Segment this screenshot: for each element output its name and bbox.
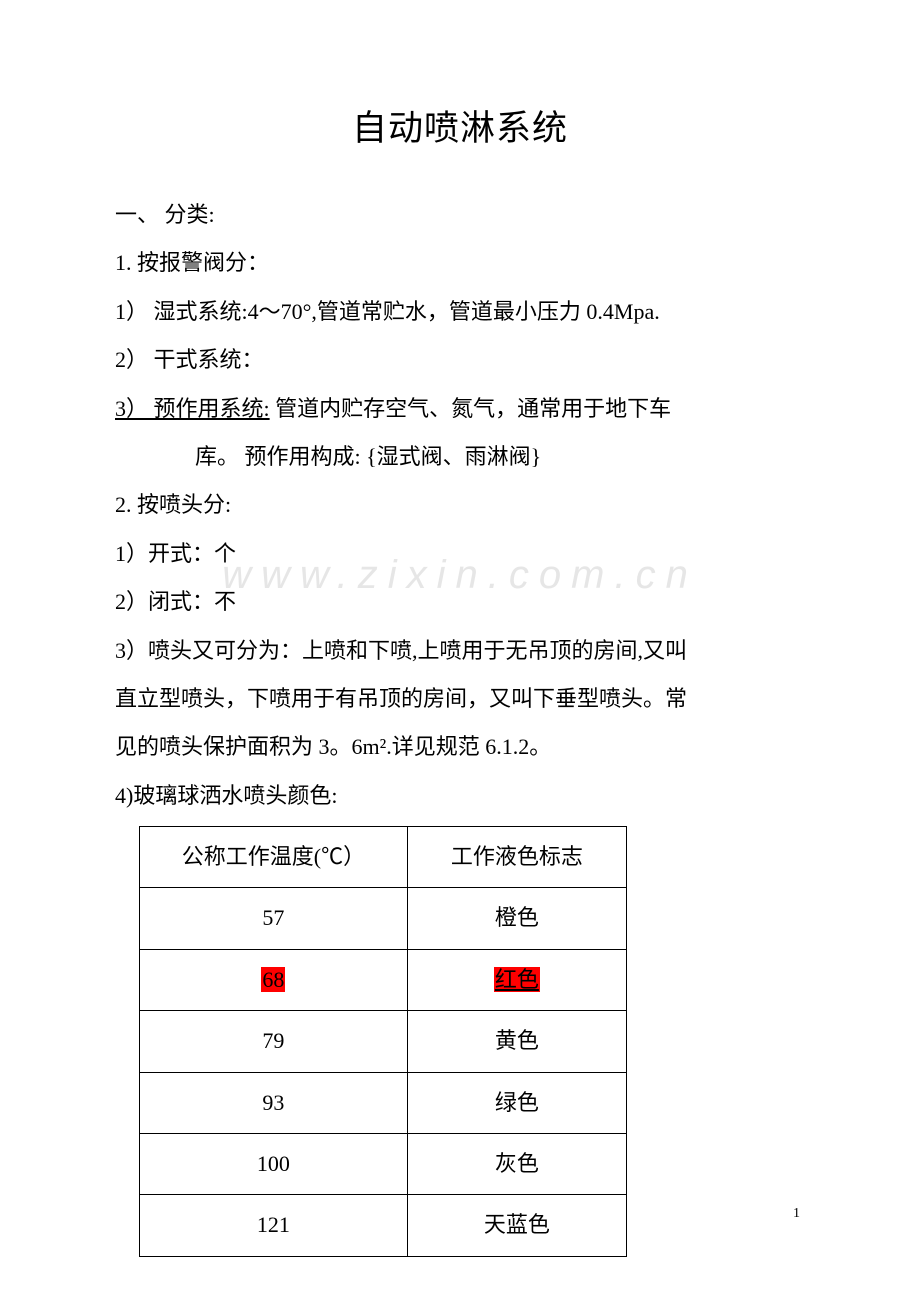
table-cell: 79 [140, 1011, 408, 1072]
table-cell: 100 [140, 1134, 408, 1195]
table-header-cell: 公称工作温度(℃） [140, 827, 408, 888]
section-heading: 一、 分类: [115, 191, 805, 239]
underlined-text: 3） 预作用系统: [115, 396, 270, 421]
list-item: 3） 预作用系统: 管道内贮存空气、氮气，通常用于地下车 [115, 385, 805, 433]
list-item: 2. 按喷头分: [115, 481, 805, 529]
table-cell: 93 [140, 1072, 408, 1133]
document-body: 一、 分类: 1. 按报警阀分： 1） 湿式系统:4～70°,管道常贮水，管道最… [115, 191, 805, 1257]
page-number: 1 [793, 1206, 800, 1222]
sprinkler-closed-symbol: 不 [214, 589, 236, 614]
color-code-table: 公称工作温度(℃） 工作液色标志 57 橙色 68 红色 79 黄色 93 绿色… [139, 826, 627, 1257]
table-cell: 绿色 [407, 1072, 626, 1133]
list-item: 2）闭式：不 [115, 578, 805, 626]
list-item: 1. 按报警阀分： [115, 239, 805, 287]
page-title: 自动喷淋系统 [115, 100, 805, 151]
table-row: 100 灰色 [140, 1134, 627, 1195]
list-item-continuation: 直立型喷头，下喷用于有吊顶的房间，又叫下垂型喷头。常 [115, 675, 805, 723]
list-item: 4)玻璃球洒水喷头颜色: [115, 772, 805, 820]
table-header-cell: 工作液色标志 [407, 827, 626, 888]
highlighted-text: 红色 [494, 967, 540, 992]
table-cell: 黄色 [407, 1011, 626, 1072]
list-item: 2） 干式系统： [115, 336, 805, 384]
sprinkler-open-symbol: 个 [214, 541, 236, 566]
table-row: 68 红色 [140, 949, 627, 1010]
table-row: 57 橙色 [140, 888, 627, 949]
list-item-continuation: 见的喷头保护面积为 3。6m².详见规范 6.1.2。 [115, 723, 805, 771]
table-cell: 天蓝色 [407, 1195, 626, 1256]
table-cell: 57 [140, 888, 408, 949]
list-item: 3）喷头又可分为：上喷和下喷,上喷用于无吊顶的房间,又叫 [115, 627, 805, 675]
table-row: 93 绿色 [140, 1072, 627, 1133]
table-row: 79 黄色 [140, 1011, 627, 1072]
body-text: 1）开式： [115, 541, 214, 566]
body-text: 2）闭式： [115, 589, 214, 614]
list-item-continuation: 库。 预作用构成: {湿式阀、雨淋阀} [115, 433, 805, 481]
table-cell: 68 [140, 949, 408, 1010]
table-cell: 红色 [407, 949, 626, 1010]
highlighted-text: 68 [261, 967, 285, 992]
list-item: 1）开式：个 [115, 530, 805, 578]
table-row: 121 天蓝色 [140, 1195, 627, 1256]
table-header-row: 公称工作温度(℃） 工作液色标志 [140, 827, 627, 888]
body-text: 管道内贮存空气、氮气，通常用于地下车 [270, 396, 672, 421]
table-cell: 橙色 [407, 888, 626, 949]
list-item: 1） 湿式系统:4～70°,管道常贮水，管道最小压力 0.4Mpa. [115, 288, 805, 336]
table-cell: 121 [140, 1195, 408, 1256]
table-cell: 灰色 [407, 1134, 626, 1195]
